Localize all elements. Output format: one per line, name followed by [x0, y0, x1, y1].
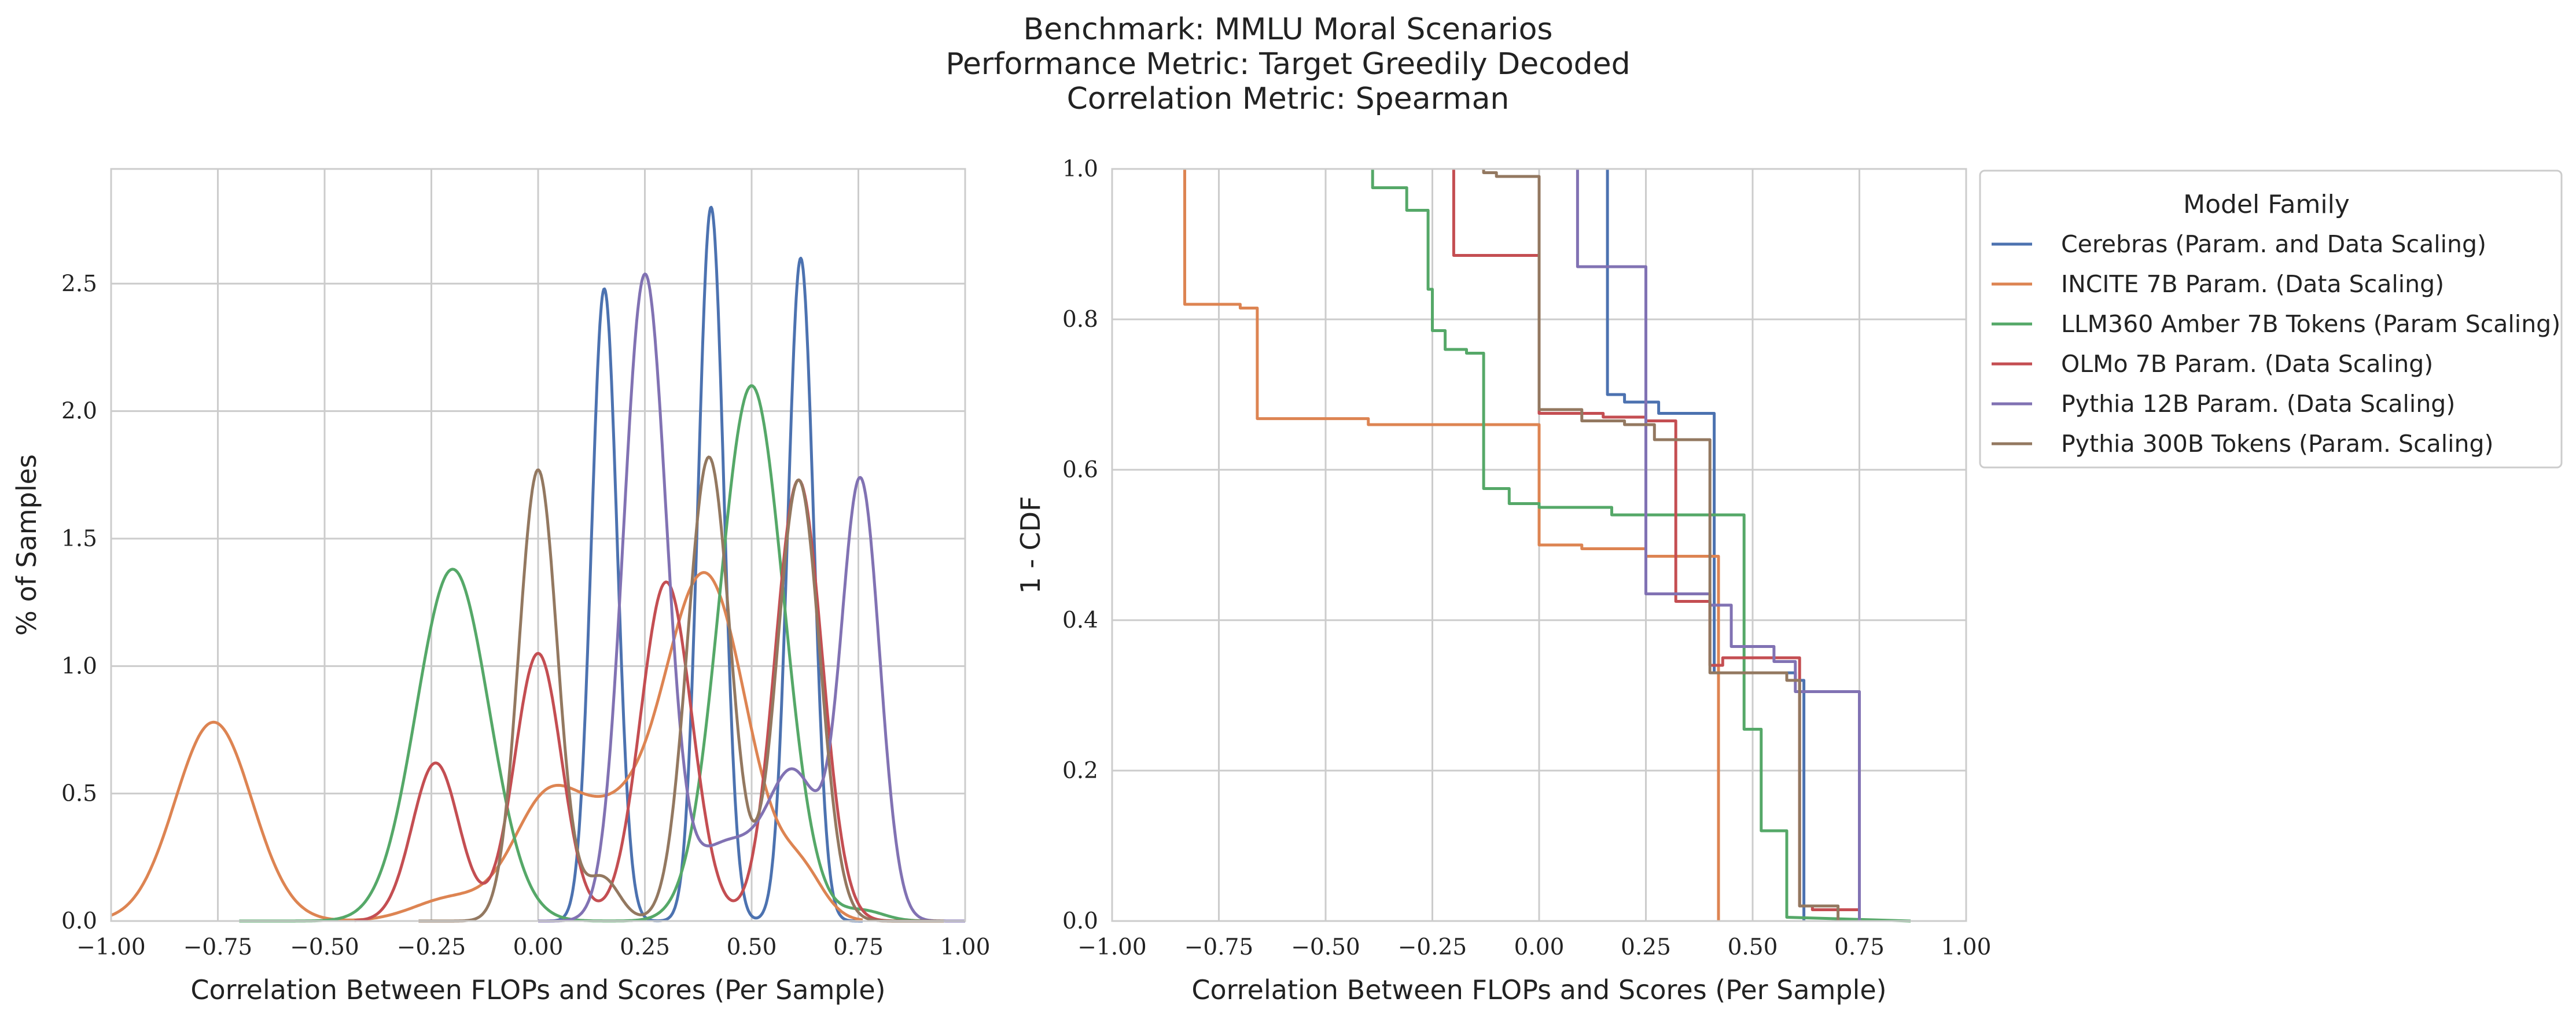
legend: Model Family Cerebras (Param. and Data S… [1979, 170, 2563, 469]
title-line-3: Correlation Metric: Spearman [1067, 82, 1510, 116]
legend-label-olmo-7b-param-data-scaling: OLMo 7B Param. (Data Scaling) [2061, 350, 2433, 378]
cdf-x-tick-label: −0.75 [1184, 934, 1254, 960]
kde-x-tick-label: 1.00 [940, 934, 991, 960]
legend-label-incite-7b-param-data-scaling: INCITE 7B Param. (Data Scaling) [2061, 270, 2444, 298]
cdf-y-axis-label: 1 - CDF [1015, 496, 1046, 594]
kde-x-tick-label: 0.75 [833, 934, 884, 960]
legend-entries: Cerebras (Param. and Data Scaling) INCITE… [1992, 230, 2560, 458]
kde-y-tick-label: 1.0 [61, 653, 97, 679]
cdf-x-tick-label: 0.50 [1728, 934, 1778, 960]
kde-x-axis-label: Correlation Between FLOPs and Scores (Pe… [190, 974, 885, 1005]
cdf-curves [1183, 169, 1911, 923]
legend-label-pythia-12b-param-data-scaling: Pythia 12B Param. (Data Scaling) [2061, 390, 2455, 418]
kde-axes-frame [110, 168, 966, 922]
cdf-x-tick-label: −0.50 [1291, 934, 1360, 960]
cdf-series-cerebras-param-and-data-scaling [1606, 169, 1806, 921]
kde-x-tick-label: −0.50 [290, 934, 359, 960]
kde-tick-labels: −1.00 −0.75 −0.50 −0.25 0.00 0.25 0.50 0.75 1.00… [61, 271, 990, 960]
kde-y-axis-label: % of Samples [11, 454, 42, 636]
legend-title: Model Family [2183, 190, 2350, 219]
kde-series-olmo-7b-param-data-scaling [354, 478, 944, 923]
kde-x-tick-label: 0.00 [513, 934, 564, 960]
kde-x-tick-label: −0.75 [183, 934, 253, 960]
title-line-2: Performance Metric: Target Greedily Deco… [945, 47, 1630, 82]
cdf-y-tick-label: 0.0 [1062, 908, 1098, 934]
kde-series-cerebras-param-and-data-scaling [537, 205, 863, 923]
kde-y-tick-label: 2.0 [61, 399, 97, 425]
legend-label-pythia-300b-tokens-param-scaling: Pythia 300B Tokens (Param. Scaling) [2061, 430, 2494, 458]
cdf-y-tick-label: 1.0 [1062, 156, 1098, 182]
cdf-axes-frame [1111, 168, 1967, 922]
cdf-panel: −1.00 −0.75 −0.50 −0.25 0.00 0.25 0.50 0.75 1.00… [1015, 156, 1991, 1005]
kde-y-tick-label: 2.5 [61, 271, 97, 297]
cdf-y-tick-label: 0.4 [1062, 607, 1098, 633]
kde-x-tick-label: −0.25 [397, 934, 466, 960]
cdf-x-tick-label: −0.25 [1398, 934, 1467, 960]
legend-label-cerebras-param-and-data-scaling: Cerebras (Param. and Data Scaling) [2061, 230, 2486, 258]
cdf-x-tick-label: −1.00 [1077, 934, 1147, 960]
cdf-x-tick-label: 0.25 [1621, 934, 1671, 960]
kde-series-pythia-300b-tokens-param-scaling [418, 455, 944, 923]
figure-title: Benchmark: MMLU Moral Scenarios Performa… [945, 12, 1630, 116]
cdf-x-tick-label: 1.00 [1941, 934, 1992, 960]
cdf-tick-labels: −1.00 −0.75 −0.50 −0.25 0.00 0.25 0.50 0.75 1.00… [1062, 156, 1991, 960]
cdf-y-tick-label: 0.8 [1062, 307, 1098, 333]
kde-panel: −1.00 −0.75 −0.50 −0.25 0.00 0.25 0.50 0.75 1.00… [11, 168, 990, 1005]
kde-y-tick-label: 0.5 [61, 781, 97, 807]
cdf-x-axis-label: Correlation Between FLOPs and Scores (Pe… [1191, 974, 1886, 1005]
kde-y-tick-label: 0.0 [61, 908, 97, 934]
cdf-series-incite-7b-param-data-scaling [1183, 169, 1720, 921]
cdf-series-llm360-amber-7b-tokens-param-scaling [1371, 169, 1911, 923]
legend-label-llm360-amber-7b-tokens-param-scaling: LLM360 Amber 7B Tokens (Param Scaling) [2061, 310, 2560, 338]
kde-x-tick-label: 0.25 [620, 934, 670, 960]
kde-x-tick-label: 0.50 [727, 934, 777, 960]
cdf-series-pythia-300b-tokens-param-scaling [1482, 169, 1840, 921]
kde-x-tick-label: −1.00 [76, 934, 146, 960]
cdf-y-tick-label: 0.2 [1062, 758, 1098, 784]
kde-y-tick-label: 1.5 [61, 526, 97, 552]
cdf-x-tick-label: 0.00 [1514, 934, 1565, 960]
title-line-1: Benchmark: MMLU Moral Scenarios [1024, 12, 1553, 47]
cdf-series-pythia-12b-param-data-scaling [1576, 169, 1861, 921]
cdf-y-tick-label: 0.6 [1062, 457, 1098, 483]
kde-gridlines [110, 169, 966, 922]
legend-box [1979, 170, 2563, 469]
cdf-x-tick-label: 0.75 [1834, 934, 1885, 960]
kde-series-pythia-12b-param-data-scaling [538, 272, 966, 923]
